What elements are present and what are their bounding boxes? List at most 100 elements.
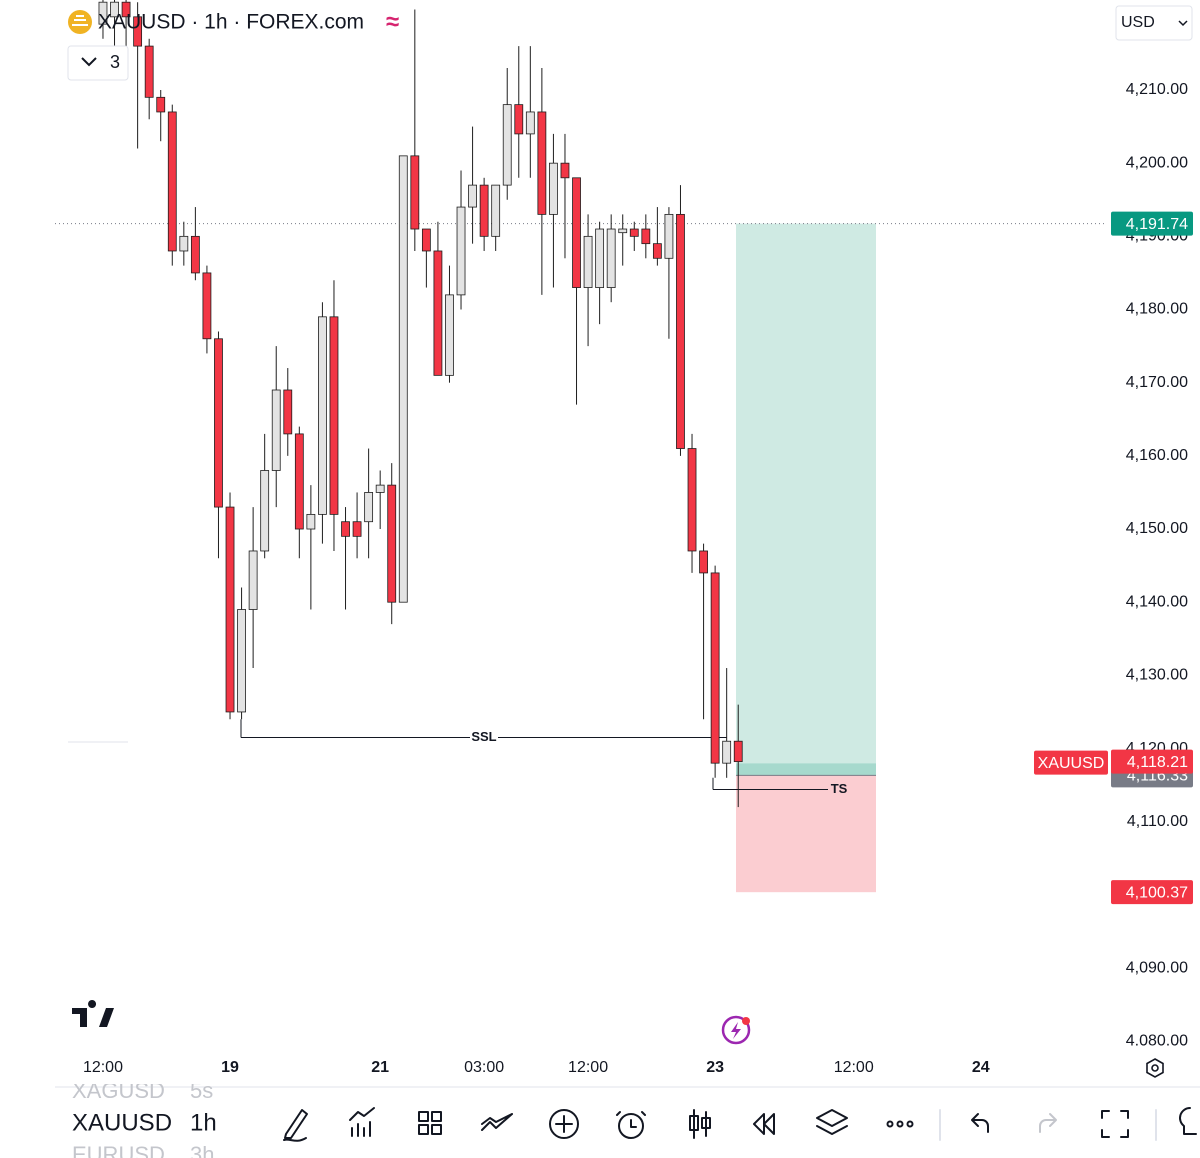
candle-body <box>664 213 674 259</box>
interval-option[interactable]: 3h <box>190 1142 214 1158</box>
y-tick-label: 4,210.00 <box>1126 81 1188 98</box>
stop-badge-label: 4,100.37 <box>1126 884 1188 901</box>
y-tick-label: 4,140.00 <box>1126 593 1188 610</box>
undo-tool[interactable] <box>971 1113 989 1133</box>
candle-body <box>491 184 501 237</box>
candle-body <box>156 96 166 113</box>
candle-body <box>410 155 420 230</box>
level-label: SSL <box>471 729 496 744</box>
x-tick-label: 03:00 <box>464 1059 504 1076</box>
interval-option[interactable]: 5s <box>190 1078 213 1103</box>
layout-tool[interactable] <box>418 1111 442 1135</box>
candle-body <box>294 433 304 530</box>
candle-body <box>618 228 628 234</box>
add-tool[interactable] <box>549 1109 579 1139</box>
profit-zone <box>736 223 876 776</box>
symbol-title[interactable]: XAUUSD · 1h · FOREX.com <box>98 11 364 34</box>
candle-body <box>606 228 616 288</box>
settings-icon-center <box>1151 1064 1159 1072</box>
alert-dot <box>742 1017 750 1025</box>
fullscreen-tool[interactable] <box>1101 1110 1129 1138</box>
chart-type-tool[interactable] <box>689 1109 711 1139</box>
candle-body <box>202 272 212 340</box>
candle-body <box>479 184 489 237</box>
redo-tool[interactable] <box>1039 1113 1057 1133</box>
candle-body <box>387 484 397 603</box>
draw-tool[interactable] <box>283 1109 308 1142</box>
indicators-tool[interactable] <box>349 1107 375 1137</box>
candle-body <box>433 250 443 376</box>
layers-tool[interactable] <box>816 1109 848 1135</box>
candle-body <box>214 338 223 508</box>
more-dot <box>896 1120 904 1128</box>
interval-option[interactable]: 1h <box>190 1109 217 1136</box>
idea-tool[interactable] <box>1179 1107 1197 1135</box>
symbol-option[interactable]: XAGUSD <box>72 1078 165 1103</box>
currency-select[interactable] <box>1115 5 1193 41</box>
candle-body <box>514 104 524 135</box>
candle-body <box>98 1 108 25</box>
target-badge-label: 4,191.74 <box>1126 216 1188 233</box>
level-label: TS <box>831 781 848 796</box>
compare-tool[interactable] <box>481 1113 513 1131</box>
plot-area: SSL TS <box>55 0 1105 893</box>
settings-icon[interactable] <box>1146 1058 1164 1078</box>
y-tick-label: 4,160.00 <box>1126 447 1188 464</box>
candle-body <box>260 470 270 552</box>
candle-body <box>641 228 651 245</box>
symbol-icon-mark <box>72 15 88 26</box>
loss-zone <box>736 775 876 893</box>
more-dot <box>886 1120 894 1128</box>
candle-body <box>572 177 581 288</box>
candle-body <box>537 111 547 215</box>
x-tick-label: 12:00 <box>83 1059 123 1076</box>
candle-body <box>699 550 708 574</box>
candle-body <box>525 111 535 135</box>
x-tick-label: 12:00 <box>568 1059 608 1076</box>
x-tick-label: 23 <box>706 1059 724 1076</box>
alarm-tool[interactable] <box>618 1113 644 1139</box>
candle-body <box>237 609 246 713</box>
candle-body <box>421 228 431 252</box>
candle-body <box>352 521 362 537</box>
entry-band <box>736 763 876 776</box>
candle-body <box>364 492 374 523</box>
candle-body <box>629 228 639 237</box>
target-badge <box>1111 211 1193 236</box>
symbol-option[interactable]: EURUSD <box>72 1142 165 1158</box>
candle-body <box>306 513 316 530</box>
y-tick-label: 4,150.00 <box>1126 520 1188 537</box>
candle-body <box>398 155 408 603</box>
candle-body <box>456 206 466 296</box>
candle-body <box>468 184 477 208</box>
indicator-count: 3 <box>110 52 120 72</box>
candle-body <box>652 243 662 259</box>
x-tick-label: 19 <box>221 1059 239 1076</box>
candle-body <box>445 294 454 376</box>
indicators-toggle[interactable] <box>67 45 129 81</box>
currency-label: USD <box>1121 14 1155 31</box>
x-tick-label: 12:00 <box>834 1059 874 1076</box>
y-tick-label: 4,110.00 <box>1127 813 1188 830</box>
candle-body <box>733 740 743 763</box>
symbol-option[interactable]: XAUUSD <box>72 1109 172 1136</box>
last-price-badge <box>1111 749 1193 774</box>
candle-body <box>133 16 143 47</box>
symbol-picker[interactable]: XAGUSD 5s XAUUSD 1h EURUSD 3h <box>72 1078 217 1158</box>
candle-body <box>560 162 570 179</box>
candle-body <box>144 45 154 98</box>
symbol-badge <box>1034 750 1108 775</box>
y-tick-label: 4,090.00 <box>1126 959 1188 976</box>
x-tick-label: 24 <box>972 1059 990 1076</box>
chevron <box>1178 20 1188 27</box>
chevron <box>81 57 97 67</box>
replay-tool[interactable] <box>753 1113 775 1135</box>
stop-badge <box>1111 880 1193 905</box>
alert-icon[interactable] <box>721 1015 751 1045</box>
exchange-mark: ≈ <box>386 8 399 35</box>
x-tick-label: 21 <box>371 1059 389 1076</box>
level-label-bg <box>470 729 498 746</box>
candle-body <box>722 740 732 764</box>
candle-body <box>687 448 697 552</box>
